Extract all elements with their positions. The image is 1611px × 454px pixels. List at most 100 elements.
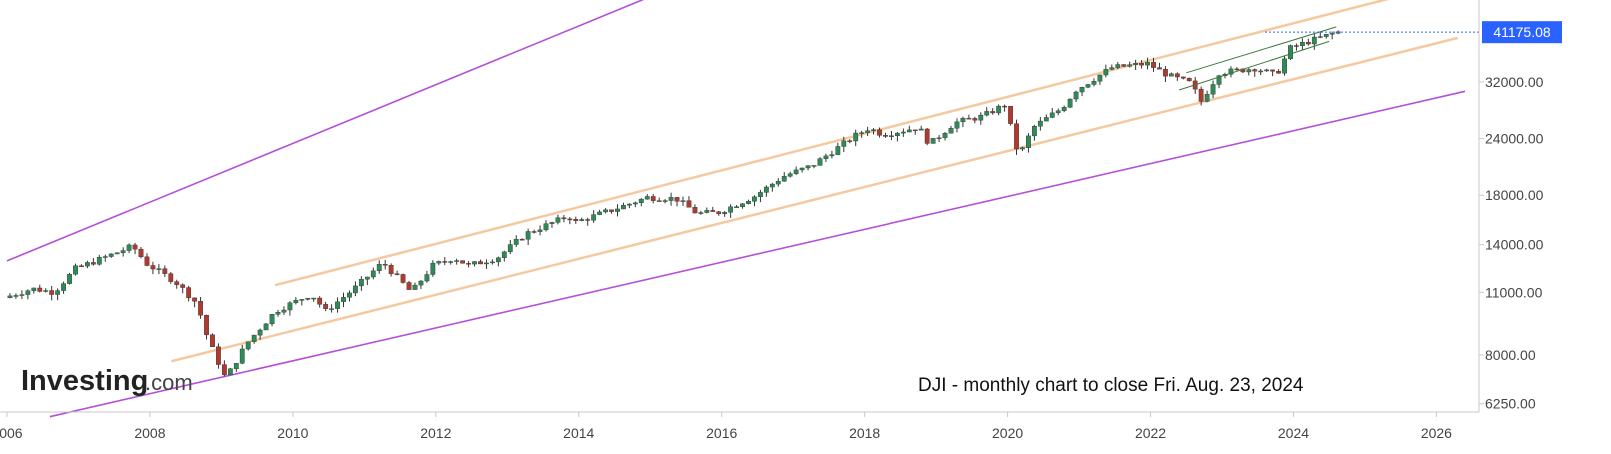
candle-body xyxy=(430,262,436,275)
candle xyxy=(704,207,710,214)
candle xyxy=(990,108,996,115)
candle-body xyxy=(912,129,918,132)
candle xyxy=(156,264,162,275)
candle xyxy=(1163,66,1168,83)
candle xyxy=(573,216,579,224)
candle xyxy=(752,195,757,207)
candle-body xyxy=(472,261,477,265)
candle xyxy=(204,314,209,340)
logo-suffix: .com xyxy=(145,370,193,395)
candle-body xyxy=(1258,70,1264,73)
channel-inner-upper xyxy=(274,0,1390,287)
candle-body xyxy=(1198,88,1204,102)
candle-body xyxy=(603,209,608,213)
candle xyxy=(174,279,180,289)
candle-body xyxy=(43,290,49,292)
candle xyxy=(1097,74,1103,85)
candle-body xyxy=(1031,125,1037,137)
candle xyxy=(1282,55,1287,76)
chart-caption: DJI - monthly chart to close Fri. Aug. 2… xyxy=(918,375,1304,396)
candle-body xyxy=(216,346,221,365)
candle-body xyxy=(942,133,948,138)
candle-body xyxy=(102,256,108,258)
candle xyxy=(275,309,281,317)
candle-body xyxy=(1168,73,1174,77)
candle xyxy=(775,178,781,187)
candle-body xyxy=(1097,74,1103,82)
candle xyxy=(370,267,376,280)
candle xyxy=(1026,133,1031,153)
candle-body xyxy=(96,256,102,265)
y-tick-label: 8000.00 xyxy=(1485,347,1536,363)
candle xyxy=(561,214,567,223)
candle-body xyxy=(716,211,722,215)
candle-body xyxy=(448,261,454,263)
candle-body xyxy=(1002,105,1008,108)
candle-body xyxy=(31,287,37,291)
candle xyxy=(698,210,704,215)
candle xyxy=(341,292,346,308)
candle-body xyxy=(1270,69,1276,72)
candle xyxy=(1109,64,1115,71)
candle-body xyxy=(650,196,656,201)
candle xyxy=(144,253,150,267)
candle-body xyxy=(835,146,841,155)
candle-body xyxy=(1133,63,1139,65)
candle xyxy=(847,139,853,144)
candle-body xyxy=(251,334,257,342)
candle xyxy=(895,131,900,142)
candle xyxy=(67,272,72,285)
candle-body xyxy=(1323,33,1329,37)
candle-body xyxy=(543,223,549,231)
candle-body xyxy=(978,114,984,121)
candle-body xyxy=(585,219,591,221)
candle-body xyxy=(525,231,531,240)
candle-body xyxy=(79,265,84,267)
candle-body xyxy=(180,284,186,288)
candle-body xyxy=(966,117,972,120)
candle xyxy=(138,246,144,259)
candle xyxy=(1139,60,1144,69)
x-tick-label: 2018 xyxy=(849,425,880,441)
candle-body xyxy=(168,273,174,282)
candle xyxy=(460,260,466,264)
candle-body xyxy=(936,137,942,139)
candle-body xyxy=(811,165,817,167)
candle xyxy=(400,273,406,284)
y-tick-label: 11000.00 xyxy=(1485,284,1543,300)
candle xyxy=(382,259,388,270)
candle xyxy=(96,254,102,266)
candle xyxy=(364,276,370,286)
candle xyxy=(347,290,352,302)
candle-body xyxy=(1109,67,1115,70)
candle xyxy=(829,150,835,159)
candle xyxy=(1270,69,1276,77)
candle xyxy=(495,256,501,267)
candle-body xyxy=(1300,41,1305,47)
candle-body xyxy=(1210,84,1216,95)
candle-body xyxy=(549,222,555,224)
candle-body xyxy=(996,105,1002,114)
candle-body xyxy=(406,282,412,290)
candle-body xyxy=(1103,69,1109,76)
candle xyxy=(853,129,859,147)
candle xyxy=(531,229,537,234)
candle xyxy=(1008,105,1013,126)
candle-body xyxy=(323,304,329,309)
candle-body xyxy=(621,205,626,210)
candle-body xyxy=(728,206,734,213)
candle-body xyxy=(1049,112,1055,118)
candle xyxy=(1121,64,1127,68)
y-tick-label: 32000.00 xyxy=(1485,74,1544,90)
y-tick-label: 24000.00 xyxy=(1485,131,1544,147)
candle-body xyxy=(597,211,603,215)
candle xyxy=(490,259,495,265)
x-tick-label: 2020 xyxy=(992,425,1023,441)
candle xyxy=(299,299,305,306)
candle-body xyxy=(1043,117,1049,122)
candle xyxy=(930,138,936,144)
candle xyxy=(1157,62,1162,70)
candle-body xyxy=(245,341,251,350)
x-tick-label: 2022 xyxy=(1135,425,1166,441)
